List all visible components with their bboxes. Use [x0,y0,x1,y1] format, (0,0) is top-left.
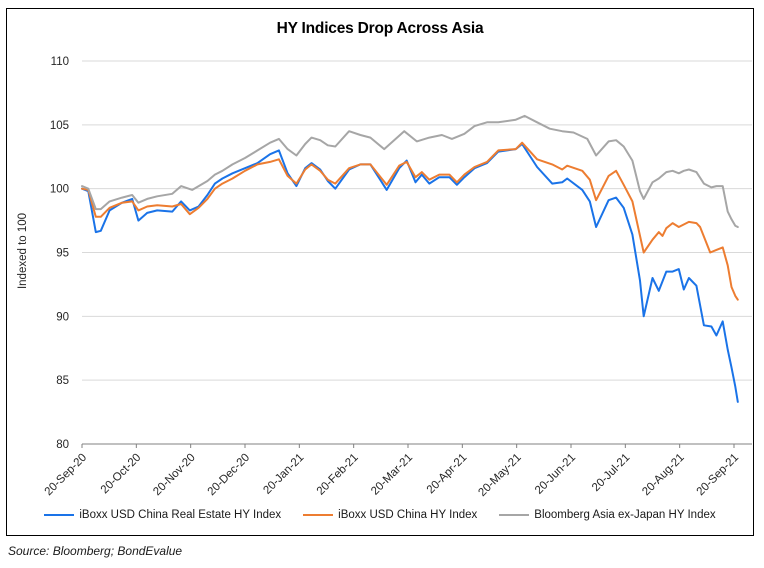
legend-label: iBoxx USD China Real Estate HY Index [79,509,282,521]
chart-title: HY Indices Drop Across Asia [276,20,484,37]
y-tick-label: 80 [56,439,69,451]
series-line-iboxx-usd-china-hy-index [81,141,739,301]
legend-line-swatch-gray [499,514,530,516]
x-tick-label: 20-Apr-21 [425,452,470,497]
chart-frame: HY Indices Drop Across Asia Indexed to 1… [6,8,754,536]
series-line-iboxx-usd-china-real-estate-hy-index [81,143,739,403]
legend-item-china-hy: iBoxx USD China HY Index [303,509,477,521]
legend-line-swatch-blue [44,514,75,516]
x-tick-label: 20-Dec-20 [206,452,252,498]
y-tick-label: 110 [51,56,69,68]
legend-label: iBoxx USD China HY Index [338,509,478,521]
y-tick-label: 85 [56,375,69,387]
x-tick-label: 20-Mar-21 [369,452,415,498]
x-tick-label: 20-Aug-21 [640,452,686,498]
series-line-bloomberg-asia-ex-japan-hy-index [81,114,739,228]
x-tick-label: 20-May-21 [476,452,523,499]
x-tick-label: 20-Sep-21 [695,452,741,498]
x-tick-label: 20-Sep-20 [43,452,89,498]
x-tick-label: 20-Oct-20 [99,452,144,497]
x-tick-label: 20-Jan-21 [261,452,306,497]
y-tick-label: 90 [56,311,69,323]
source-note: Source: Bloomberg; BondEvalue [8,544,183,558]
legend-label: Bloomberg Asia ex-Japan HY Index [534,509,716,521]
legend: iBoxx USD China Real Estate HY Index iBo… [7,509,753,521]
y-tick-label: 95 [56,248,69,260]
y-tick-label: 105 [50,120,69,132]
x-tick-label: 20-Jun-21 [533,452,578,497]
legend-item-china-real-estate-hy: iBoxx USD China Real Estate HY Index [44,509,281,521]
y-tick-label: 100 [50,184,69,196]
plot-area: 80 85 90 95 100 105 110 20-Sep-20 20-Oct-20 20-No… [43,56,752,499]
x-tick-label: 20-Nov-20 [151,452,197,498]
x-tick-label: 20-Feb-21 [315,452,361,498]
legend-item-asia-ex-japan-hy: Bloomberg Asia ex-Japan HY Index [499,509,716,521]
x-tick-label: 20-Jul-21 [590,452,632,494]
legend-line-swatch-orange [303,514,334,516]
